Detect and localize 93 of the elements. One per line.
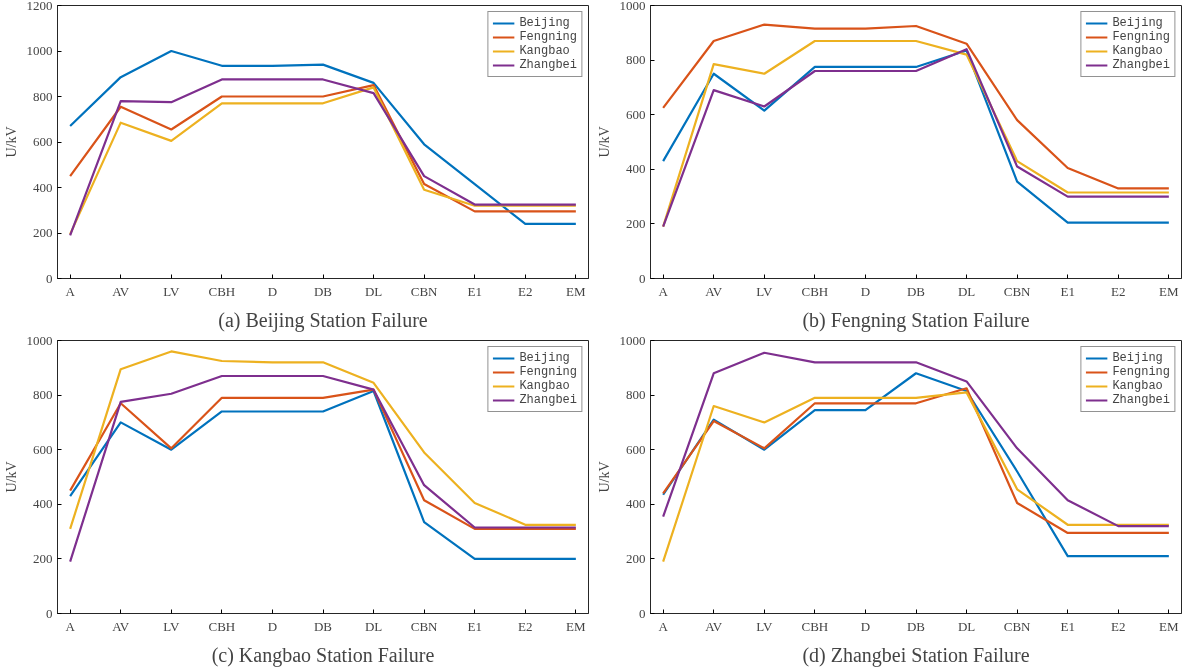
x-tick-label: DL (957, 618, 976, 634)
x-tick-label: EM (1159, 618, 1180, 634)
x-tick-label: DB (313, 618, 333, 634)
legend-label: Kangbao (1112, 44, 1163, 58)
text: (c) Kangbao Station Failure (211, 643, 435, 667)
x-tick-label: AV (112, 618, 130, 634)
x-tick-label: A (65, 283, 76, 299)
y-tick-label: 600 (33, 441, 53, 457)
legend-label: Fengning (1112, 30, 1170, 44)
y-tick-label: 0 (46, 605, 53, 621)
y-tick-label: 0 (639, 605, 646, 621)
x-tick-label: DB (906, 283, 926, 299)
x-tick-label: DB (906, 618, 926, 634)
y-tick-label: 200 (626, 215, 646, 231)
legend-label: Kangbao (519, 44, 570, 58)
text: (d) Zhangbei Station Failure (802, 643, 1030, 667)
x-tick-label: A (658, 618, 669, 634)
x-tick-label: E2 (1111, 283, 1126, 299)
y-tick-label: 1000 (619, 332, 646, 348)
legend-label: Kangbao (519, 379, 570, 393)
y-tick-label: 400 (626, 161, 646, 177)
y-tick-label: 400 (626, 496, 646, 512)
y-axis-title: U/kV (596, 461, 612, 493)
y-tick-label: 800 (626, 387, 646, 403)
legend-label: Beijing (1112, 16, 1163, 30)
x-tick-label: E2 (518, 618, 533, 634)
y-tick-label: 1000 (26, 43, 53, 58)
y-tick-label: 0 (639, 270, 646, 286)
y-axis-title: U/kV (3, 126, 19, 158)
x-tick-label: DB (313, 283, 333, 299)
x-tick-label: EM (1159, 283, 1180, 299)
x-tick-label: DL (957, 283, 976, 299)
y-tick-label: 200 (33, 225, 53, 240)
x-tick-label: E1 (1060, 618, 1075, 634)
x-tick-label: EM (566, 618, 587, 634)
x-tick-label: DL (364, 283, 383, 299)
x-tick-label: D (860, 283, 871, 299)
y-tick-label: 1000 (619, 0, 646, 13)
x-tick-label: LV (163, 618, 180, 634)
text: (b) Fengning Station Failure (802, 308, 1030, 332)
x-tick-label: CBN (410, 618, 439, 634)
legend-label: Fengning (519, 30, 577, 44)
x-tick-label: CBH (208, 283, 236, 299)
y-tick-label: 1000 (26, 332, 53, 348)
y-tick-label: 400 (33, 496, 53, 512)
text: (a) Beijing Station Failure (218, 308, 428, 332)
y-tick-label: 1200 (26, 0, 53, 13)
y-tick-label: 0 (46, 270, 53, 286)
x-tick-label: CBH (801, 618, 829, 634)
x-tick-label: CBN (1003, 618, 1032, 634)
x-tick-label: D (860, 618, 871, 634)
y-tick-label: 600 (626, 106, 646, 122)
legend-label: Zhangbei (1112, 58, 1170, 72)
x-tick-label: E1 (467, 283, 482, 299)
legend-label: Kangbao (1112, 379, 1163, 393)
x-tick-label: E2 (518, 283, 533, 299)
x-tick-label: CBH (801, 283, 829, 299)
x-tick-label: AV (705, 618, 723, 634)
legend-label: Zhangbei (519, 58, 577, 72)
x-tick-label: DL (364, 618, 383, 634)
legend-label: Zhangbei (1112, 393, 1170, 407)
y-axis-title: U/kV (596, 126, 612, 158)
x-tick-label: AV (112, 283, 130, 299)
x-tick-label: A (658, 283, 669, 299)
x-tick-label: LV (163, 283, 180, 299)
legend-label: Beijing (1112, 351, 1163, 365)
x-tick-label: CBH (208, 618, 236, 634)
x-tick-label: LV (756, 283, 773, 299)
legend-label: Fengning (519, 365, 577, 379)
y-tick-label: 200 (33, 550, 53, 566)
x-tick-label: AV (705, 283, 723, 299)
y-tick-label: 200 (626, 550, 646, 566)
legend-label: Fengning (1112, 365, 1170, 379)
x-tick-label: LV (756, 618, 773, 634)
x-tick-label: E1 (467, 618, 482, 634)
y-tick-label: 400 (33, 179, 53, 195)
legend-label: Zhangbei (519, 393, 577, 407)
x-tick-label: E2 (1111, 618, 1126, 634)
x-tick-label: D (267, 618, 278, 634)
legend-label: Beijing (519, 351, 570, 365)
y-tick-label: 600 (626, 441, 646, 457)
x-tick-label: CBN (1003, 283, 1032, 299)
x-tick-label: A (65, 618, 76, 634)
y-tick-label: 800 (33, 387, 53, 403)
y-tick-label: 600 (33, 134, 53, 149)
x-tick-label: E1 (1060, 283, 1075, 299)
y-axis-title: U/kV (3, 461, 19, 493)
x-tick-label: EM (566, 283, 587, 299)
legend-label: Beijing (519, 16, 570, 30)
x-tick-label: D (267, 283, 278, 299)
x-tick-label: CBN (410, 283, 439, 299)
y-tick-label: 800 (626, 52, 646, 68)
y-tick-label: 800 (33, 88, 53, 104)
